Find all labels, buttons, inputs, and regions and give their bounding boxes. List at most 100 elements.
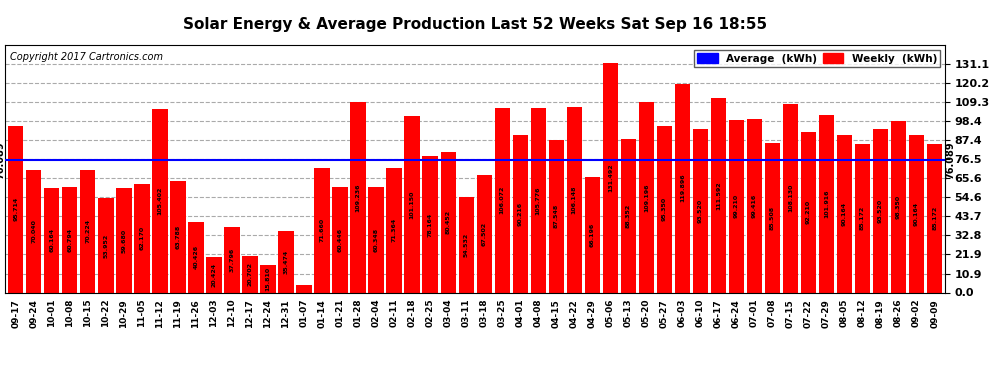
Text: 88.352: 88.352	[626, 203, 631, 228]
Bar	[855, 144, 870, 292]
Bar	[333, 187, 347, 292]
Text: 71.660: 71.660	[320, 218, 325, 242]
Text: 20.702: 20.702	[248, 262, 252, 286]
Text: 92.210: 92.210	[806, 200, 811, 224]
Bar	[188, 222, 204, 292]
Bar	[548, 140, 564, 292]
Text: 106.148: 106.148	[572, 186, 577, 214]
Bar	[927, 144, 942, 292]
Bar	[656, 126, 672, 292]
Text: 35.474: 35.474	[283, 249, 288, 274]
Text: 54.532: 54.532	[463, 233, 468, 257]
Text: 95.350: 95.350	[662, 197, 667, 222]
Bar	[350, 102, 365, 292]
Text: 93.520: 93.520	[878, 199, 883, 223]
Bar	[873, 129, 888, 292]
Text: 90.164: 90.164	[842, 202, 847, 226]
Bar	[513, 135, 528, 292]
Bar	[26, 170, 42, 292]
Text: 119.896: 119.896	[680, 174, 685, 202]
Text: 90.164: 90.164	[914, 202, 919, 226]
Text: 109.196: 109.196	[644, 183, 648, 211]
Bar	[495, 108, 510, 292]
Text: 93.520: 93.520	[698, 199, 703, 223]
Text: 80.452: 80.452	[446, 210, 450, 234]
Text: 78.164: 78.164	[428, 212, 433, 237]
Text: 20.424: 20.424	[212, 262, 217, 287]
Text: 85.172: 85.172	[933, 206, 938, 230]
Bar	[116, 189, 132, 292]
Text: 105.402: 105.402	[157, 186, 162, 215]
Text: 60.164: 60.164	[50, 228, 54, 252]
Text: 85.508: 85.508	[770, 206, 775, 230]
Text: 66.196: 66.196	[590, 223, 595, 247]
Bar	[819, 115, 835, 292]
Text: 95.714: 95.714	[13, 197, 18, 221]
Text: 101.916: 101.916	[824, 189, 829, 218]
Text: 108.130: 108.130	[788, 184, 793, 213]
Bar	[909, 135, 925, 292]
Bar	[8, 126, 24, 292]
Text: 70.040: 70.040	[32, 219, 37, 243]
Bar	[405, 116, 420, 292]
Bar	[260, 265, 275, 292]
Bar	[386, 168, 402, 292]
Text: Solar Energy & Average Production Last 52 Weeks Sat Sep 16 18:55: Solar Energy & Average Production Last 5…	[183, 17, 767, 32]
Text: 62.170: 62.170	[140, 226, 145, 251]
Bar	[746, 119, 762, 292]
Bar	[80, 170, 95, 292]
Bar	[566, 108, 582, 292]
Bar	[315, 168, 330, 292]
Bar	[603, 63, 618, 292]
Text: 40.426: 40.426	[193, 245, 198, 269]
Bar	[458, 198, 474, 292]
Text: 60.446: 60.446	[338, 228, 343, 252]
Text: 15.810: 15.810	[265, 267, 270, 291]
Bar	[801, 132, 816, 292]
Text: 85.172: 85.172	[860, 206, 865, 230]
Bar	[45, 188, 59, 292]
Bar	[225, 226, 240, 292]
Bar	[783, 104, 798, 292]
Bar	[639, 102, 654, 292]
Text: 37.796: 37.796	[230, 248, 235, 272]
Text: Copyright 2017 Cartronics.com: Copyright 2017 Cartronics.com	[10, 53, 162, 62]
Bar	[368, 188, 384, 292]
Text: 99.210: 99.210	[734, 194, 739, 218]
Text: 106.072: 106.072	[500, 186, 505, 214]
Bar	[170, 182, 185, 292]
Text: 111.592: 111.592	[716, 181, 721, 210]
Bar	[243, 256, 257, 292]
Bar	[135, 184, 149, 292]
Bar	[585, 177, 600, 292]
Bar	[441, 152, 455, 292]
Legend: Average  (kWh), Weekly  (kWh): Average (kWh), Weekly (kWh)	[694, 50, 940, 67]
Text: 59.680: 59.680	[122, 228, 127, 252]
Text: 90.216: 90.216	[518, 202, 523, 226]
Text: 60.348: 60.348	[373, 228, 378, 252]
Text: 63.788: 63.788	[175, 225, 180, 249]
Bar	[62, 186, 77, 292]
Text: 67.502: 67.502	[482, 222, 487, 246]
Text: 60.794: 60.794	[67, 228, 72, 252]
Text: 76.089: 76.089	[0, 141, 5, 179]
Bar	[729, 120, 744, 292]
Bar	[531, 108, 545, 292]
Bar	[152, 109, 167, 292]
Text: 105.776: 105.776	[536, 186, 541, 214]
Text: 131.492: 131.492	[608, 164, 613, 192]
Text: 98.350: 98.350	[896, 195, 901, 219]
Bar	[621, 138, 636, 292]
Bar	[278, 231, 294, 292]
Bar	[711, 98, 726, 292]
Text: 76.089: 76.089	[945, 141, 955, 179]
Text: 99.416: 99.416	[752, 194, 757, 218]
Text: 71.364: 71.364	[392, 218, 397, 242]
Bar	[837, 135, 852, 292]
Bar	[476, 175, 492, 292]
Text: 101.150: 101.150	[410, 190, 415, 219]
Bar	[693, 129, 708, 292]
Bar	[206, 257, 222, 292]
Text: 53.952: 53.952	[103, 233, 108, 258]
Text: 70.224: 70.224	[85, 219, 90, 243]
